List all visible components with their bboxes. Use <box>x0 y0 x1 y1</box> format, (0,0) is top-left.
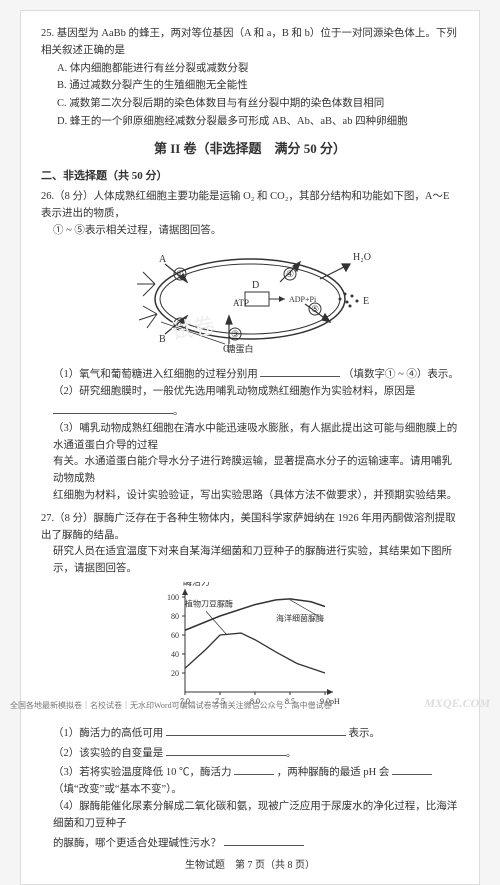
q25-option-c: C. 减数第二次分裂后期的染色体数目与有丝分裂中期的染色体数目相同 <box>41 96 459 113</box>
section-2-subtitle: 二、非选择题（共 50 分） <box>41 168 459 186</box>
svg-text:100: 100 <box>167 593 179 602</box>
footer-source: 全国各地最新模拟卷｜名校试卷｜无水印Word可编辑试卷等请关注微信公众号：高中僧… <box>10 700 332 711</box>
svg-text:植物刀豆脲酶: 植物刀豆脲酶 <box>185 598 233 608</box>
q26-p1-text-b: （填数字① ~ ④）表示。 <box>343 369 459 380</box>
cell-diagram-svg: ① ② ③ ④ ⑤ ATP <box>125 244 375 354</box>
q26-stem-1: 26.（8 分）人体成熟红细胞主要功能是运输 O₂ 和 CO₂，其部分结构和功能… <box>41 189 459 223</box>
page-number: 生物试题 第 7 页（共 8 页） <box>41 858 459 874</box>
q27-p1-text-b: 表示。 <box>349 728 381 739</box>
q26-p3-line2: 有关。水通道蛋白能介导水分子进行跨膜运输，显著提高水分子的运输速率。请用哺乳动物… <box>53 454 459 488</box>
atp-label: ATP <box>233 298 249 308</box>
svg-text:80: 80 <box>171 612 179 621</box>
svg-text:60: 60 <box>171 631 179 640</box>
q27-stem-2: 研究人员在适宜温度下对来自某海洋细菌和刀豆种子的脲酶进行实验，其结果如下图所示，… <box>41 544 459 578</box>
svg-text:20: 20 <box>171 669 179 678</box>
q26-p2-text: （2）研究细胞膜时，一般优先选用哺乳动物成熟红细胞作为实验材料，原因是 <box>53 386 415 397</box>
q27-part-1: （1）酶活力的高低可用 表示。 <box>41 723 459 743</box>
q27-part-4: （4）脲酶能催化尿素分解成二氧化碳和氨，现被广泛应用于尿废水的净化过程，比海洋细… <box>41 799 459 852</box>
label-e: E <box>363 296 369 307</box>
q27-p3-text-a: （3）若将实验温度降低 10 ℃，酶活力 <box>53 767 232 778</box>
q27-p3-text-b: ，两种脲酶的最适 pH 会 <box>277 767 390 778</box>
q27-stem-1: 27.（8 分）脲酶广泛存在于各种生物体内，美国科学家萨姆纳在 1926 年用丙… <box>41 511 459 545</box>
q26-p3-line1: （3）哺乳动物成熟红细胞在清水中能迅速吸水膨胀，有人据此提出这可能与细胞膜上的水… <box>53 421 459 455</box>
q25-option-b: B. 通过减数分裂产生的生殖细胞无全能性 <box>41 78 459 95</box>
q26-part-2: （2）研究细胞膜时，一般优先选用哺乳动物成熟红细胞作为实验材料，原因是 。 <box>41 384 459 421</box>
q26-p3-line3: 红细胞为材料，设计实验验证，写出实验思路（具体方法不做要求），并预期实验结果。 <box>53 488 459 505</box>
svg-text:酶活力: 酶活力 <box>183 582 210 587</box>
blank-3 <box>166 723 346 736</box>
q27-part-2: （2）该实验的自变量是 。 <box>41 743 459 763</box>
label-a: A <box>159 254 167 265</box>
q27-p2-text: （2）该实验的自变量是 <box>53 748 163 759</box>
enzyme-chart-svg: 204060801007.07.58.08.59.0pH酶活力植物刀豆脲酶海洋细… <box>150 582 350 712</box>
q27-p4-line1: （4）脲酶能催化尿素分解成二氧化碳和氨，现被广泛应用于尿废水的净化过程，比海洋细… <box>53 799 459 833</box>
blank-1 <box>260 364 340 377</box>
q27-p3-text-c: （填“改变”或“基本不变”）。 <box>53 784 182 795</box>
question-26: 26.（8 分）人体成熟红细胞主要功能是运输 O₂ 和 CO₂，其部分结构和功能… <box>41 189 459 505</box>
q26-p1-text-a: （1）氧气和葡萄糖进入红细胞的过程分别用 <box>53 369 258 380</box>
q25-option-d: D. 蜂王的一个卵原细胞经减数分裂最多可形成 AB、Ab、aB、ab 四种卵细胞 <box>41 114 459 131</box>
q26-diagram: ① ② ③ ④ ⑤ ATP <box>41 244 459 361</box>
question-27: 27.（8 分）脲酶广泛存在于各种生物体内，美国科学家萨姆纳在 1926 年用丙… <box>41 511 459 853</box>
blank-6 <box>392 762 432 775</box>
q27-chart: 204060801007.07.58.08.59.0pH酶活力植物刀豆脲酶海洋细… <box>41 582 459 719</box>
label-b: B <box>159 334 166 345</box>
q26-part-3: （3）哺乳动物成熟红细胞在清水中能迅速吸水膨胀，有人据此提出这可能与细胞膜上的水… <box>41 421 459 505</box>
q26-stem-2: ① ~ ⑤表示相关过程，请据图回答。 <box>41 223 459 240</box>
svg-text:③: ③ <box>231 329 239 339</box>
section-2-title: 第 II 卷（非选择题 满分 50 分） <box>41 139 459 160</box>
q27-part-3: （3）若将实验温度降低 10 ℃，酶活力 ，两种脲酶的最适 pH 会 （填“改变… <box>41 762 459 799</box>
blank-2 <box>53 401 173 414</box>
exam-page: 试卷 25. 基因型为 AaBb 的蜂王，两对等位基因（A 和 a，B 和 b）… <box>20 10 480 885</box>
blank-5 <box>234 762 274 775</box>
q27-p4-line2: 的脲酶，哪个更适合处理碱性污水？ <box>53 838 221 849</box>
question-25: 25. 基因型为 AaBb 的蜂王，两对等位基因（A 和 a，B 和 b）位于一… <box>41 26 459 131</box>
q27-p1-text-a: （1）酶活力的高低可用 <box>53 728 163 739</box>
blank-4 <box>166 743 286 756</box>
adp-label: ADP+Pi <box>289 295 317 304</box>
svg-text:40: 40 <box>171 650 179 659</box>
q25-stem: 25. 基因型为 AaBb 的蜂王，两对等位基因（A 和 a，B 和 b）位于一… <box>41 26 459 60</box>
watermark-logo: MXQE.COM <box>424 696 490 711</box>
blank-7 <box>224 833 304 846</box>
label-h2o: H₂O <box>353 252 371 263</box>
label-d: D <box>252 280 259 291</box>
sugar-protein-label: 糖蛋白 <box>226 343 253 354</box>
q26-part-1: （1）氧气和葡萄糖进入红细胞的过程分别用 （填数字① ~ ④）表示。 <box>41 364 459 384</box>
q25-option-a: A. 体内细胞都能进行有丝分裂或减数分裂 <box>41 61 459 78</box>
svg-text:海洋细菌脲酶: 海洋细菌脲酶 <box>276 613 324 623</box>
